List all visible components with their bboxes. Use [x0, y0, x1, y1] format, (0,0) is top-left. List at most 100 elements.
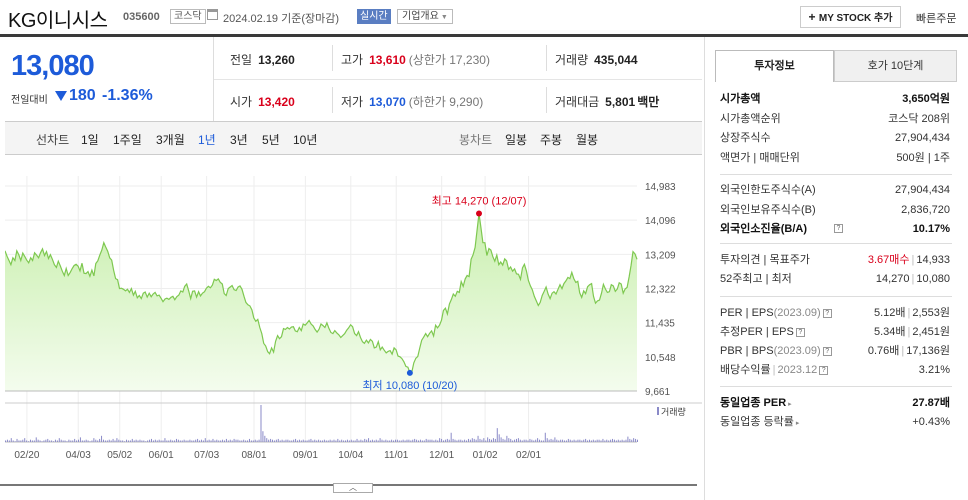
line-chart-label: 선차트 — [36, 133, 70, 147]
x-tick-label: 10/04 — [338, 450, 363, 461]
volume-bar — [53, 441, 55, 442]
tab-monthly[interactable]: 월봉 — [576, 133, 599, 147]
volume-bar — [337, 438, 339, 442]
tab-daily[interactable]: 일봉 — [505, 133, 528, 147]
tab-10y[interactable]: 10년 — [293, 133, 318, 147]
volume-bar — [183, 439, 185, 442]
volume-bar — [343, 440, 345, 442]
volume-bar — [608, 440, 610, 442]
volume-bar — [106, 440, 108, 442]
estimated-per-row: 추정PER | EPS? 5.34배 | 2,451원 — [720, 324, 950, 340]
volume-bar — [108, 439, 110, 442]
volume-bar — [81, 440, 83, 442]
volume-bar — [241, 440, 243, 442]
volume-bar — [341, 439, 343, 442]
volume-bar — [471, 438, 473, 442]
volume-bar — [360, 439, 362, 442]
add-my-stock-button[interactable]: + MY STOCK 추가 — [800, 6, 901, 28]
volume-bar — [312, 440, 314, 442]
volume-bar — [500, 437, 502, 442]
volume-bar — [433, 440, 435, 442]
stat-limit: (상한가 17,230) — [408, 53, 490, 67]
volume-bar — [110, 440, 112, 442]
volume-bar — [394, 439, 396, 442]
stat-value: 13,610 — [369, 53, 406, 67]
volume-bar — [354, 440, 356, 442]
volume-bar — [298, 439, 300, 442]
volume-bar — [275, 439, 277, 442]
min-marker — [406, 369, 413, 376]
volume-bar — [416, 439, 418, 442]
volume-bar — [400, 440, 402, 442]
sector-rate-label[interactable]: 동일업종 등락률 — [720, 416, 794, 428]
chart-expand-handle[interactable]: ︿ — [333, 483, 373, 493]
volume-bar — [93, 438, 95, 442]
row-value: 2,836,720 — [901, 203, 950, 216]
volume-bar — [318, 439, 320, 442]
volume-bar — [619, 440, 621, 442]
volume-bar — [419, 439, 421, 442]
tab-1w[interactable]: 1주일 — [113, 133, 142, 147]
chevron-up-icon: ︿ — [349, 483, 357, 492]
info-tabs: 투자정보 호가 10단계 — [715, 50, 957, 82]
volume-bar — [33, 440, 35, 442]
eper-label: 추정PER | EPS — [720, 326, 794, 338]
tab-weekly[interactable]: 주봉 — [540, 133, 563, 147]
help-icon[interactable]: ? — [795, 327, 805, 337]
sector-per-label[interactable]: 동일업종 PER — [720, 397, 787, 409]
help-icon[interactable]: ? — [834, 224, 843, 233]
volume-bar — [54, 439, 56, 442]
volume-bar — [506, 435, 508, 442]
eper-value: 5.34배 — [873, 326, 906, 338]
target-price: 14,933 — [916, 254, 950, 266]
pbr-date: (2023.09) — [773, 345, 821, 357]
volume-bar — [200, 439, 202, 442]
volume-bar — [273, 440, 275, 442]
company-overview-dropdown[interactable]: 기업개요 ▼ — [397, 9, 453, 24]
price-chart[interactable]: 14,983 14,096 13,209 12,322 11,435 10,548 9,66… — [5, 155, 702, 500]
tab-1d[interactable]: 1일 — [81, 133, 99, 147]
tab-3y[interactable]: 3년 — [230, 133, 248, 147]
tab-investment-info[interactable]: 투자정보 — [715, 50, 834, 82]
help-icon[interactable]: ? — [822, 308, 832, 318]
volume-bar — [404, 440, 406, 442]
bps-value: 17,136원 — [906, 345, 950, 357]
volume-bar — [133, 440, 135, 442]
52w-low: 10,080 — [916, 273, 950, 285]
row-label: 배당수익률 | 2023.12? — [720, 362, 829, 378]
stat-label: 거래량 — [555, 53, 589, 67]
volume-bar — [560, 439, 562, 442]
tab-1y[interactable]: 1년 — [198, 133, 216, 147]
volume-bar — [498, 434, 500, 442]
tab-5y[interactable]: 5년 — [262, 133, 280, 147]
volume-bar — [473, 438, 475, 442]
row-value: 5.34배 | 2,451원 — [874, 324, 950, 340]
fast-order-link[interactable]: 빠른주문 — [916, 13, 957, 25]
volume-bar — [72, 440, 74, 442]
tab-3m[interactable]: 3개월 — [156, 133, 185, 147]
volume-bar — [64, 440, 66, 442]
volume-bar — [529, 438, 531, 442]
row-value: 0.76배 | 17,136원 — [868, 343, 950, 359]
realtime-badge[interactable]: 실시간 — [357, 9, 391, 24]
divider — [720, 296, 952, 297]
volume-bar — [588, 439, 590, 442]
x-tick-label: 01/02 — [473, 450, 498, 461]
tab-order-book[interactable]: 호가 10단계 — [834, 50, 957, 82]
help-icon[interactable]: ? — [819, 365, 829, 375]
volume-bar — [95, 439, 97, 442]
per-label: PER | EPS — [720, 307, 774, 319]
volume-bar — [587, 440, 589, 442]
x-tick-label: 04/03 — [66, 450, 91, 461]
volume-bar — [414, 438, 416, 442]
volume-bar — [625, 439, 627, 442]
volume-bar — [281, 439, 283, 442]
help-icon[interactable]: ? — [822, 346, 832, 356]
plus-icon: + — [808, 10, 819, 24]
volume-bar — [229, 439, 231, 442]
volume-bar — [291, 440, 293, 442]
volume-bar — [283, 440, 285, 442]
sector-per-row: 동일업종 PER ▸ 27.87배 — [720, 395, 950, 411]
volume-bar — [248, 438, 250, 442]
volume-bar — [458, 439, 460, 442]
